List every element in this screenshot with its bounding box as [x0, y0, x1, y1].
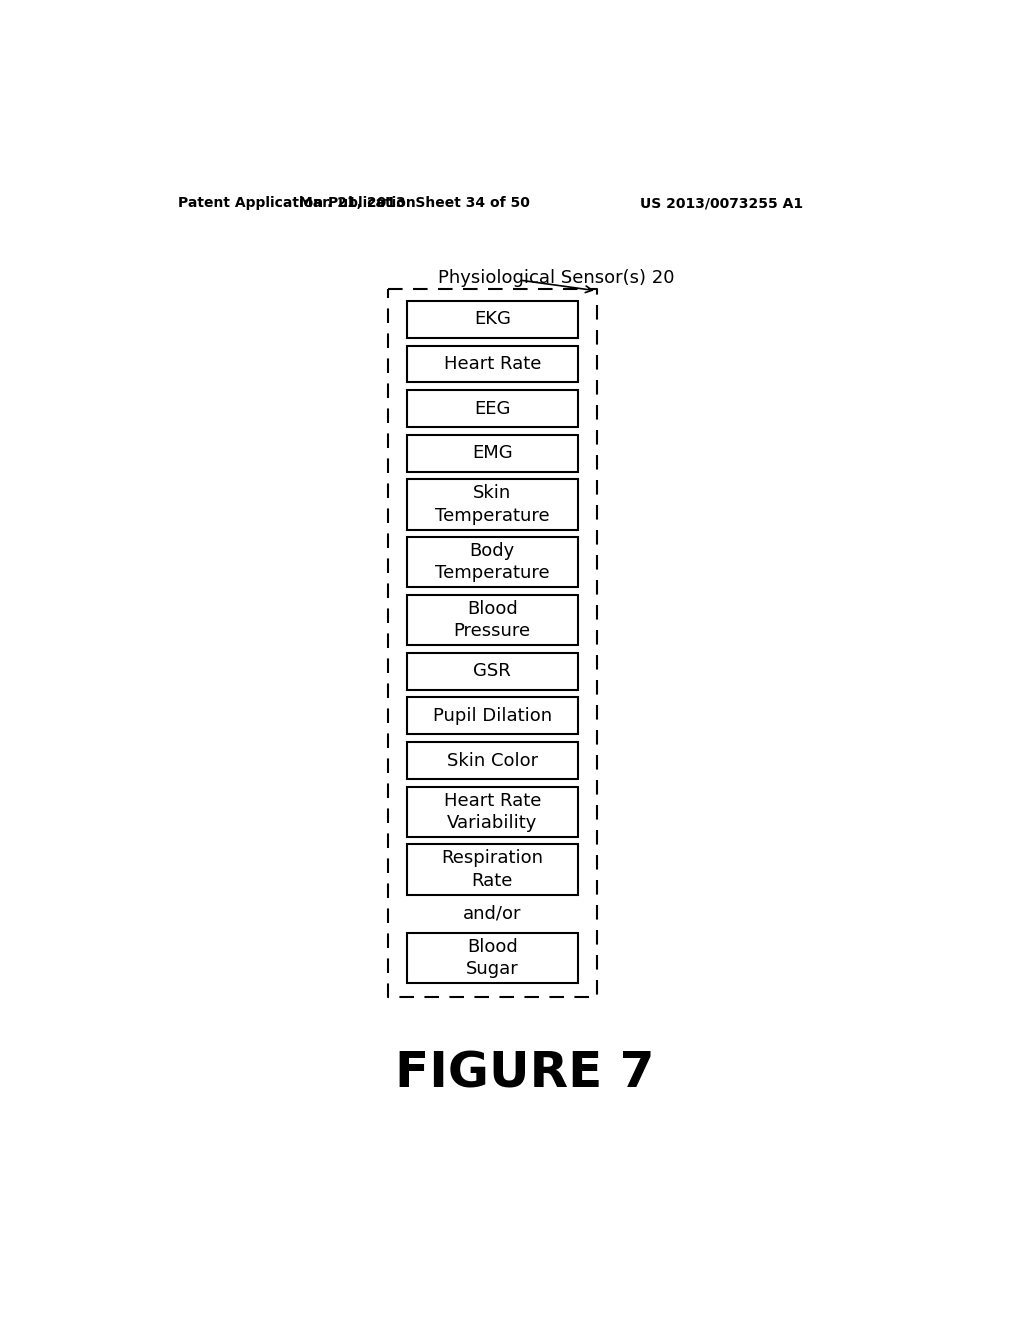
- Text: Skin
Temperature: Skin Temperature: [435, 484, 550, 524]
- Text: EEG: EEG: [474, 400, 510, 417]
- Text: Body
Temperature: Body Temperature: [435, 543, 550, 582]
- FancyBboxPatch shape: [407, 697, 578, 734]
- FancyBboxPatch shape: [407, 595, 578, 645]
- Text: US 2013/0073255 A1: US 2013/0073255 A1: [640, 197, 803, 210]
- Text: EMG: EMG: [472, 445, 513, 462]
- FancyBboxPatch shape: [407, 346, 578, 383]
- FancyBboxPatch shape: [407, 653, 578, 689]
- Text: EKG: EKG: [474, 310, 511, 329]
- FancyBboxPatch shape: [407, 391, 578, 428]
- Text: Respiration
Rate: Respiration Rate: [441, 849, 544, 890]
- FancyBboxPatch shape: [407, 845, 578, 895]
- Text: FIGURE 7: FIGURE 7: [395, 1049, 654, 1098]
- Text: Skin Color: Skin Color: [446, 751, 538, 770]
- FancyBboxPatch shape: [407, 479, 578, 529]
- Text: Heart Rate
Variability: Heart Rate Variability: [443, 792, 541, 832]
- Text: Pupil Dilation: Pupil Dilation: [433, 708, 552, 725]
- Text: GSR: GSR: [473, 663, 511, 680]
- Text: Heart Rate: Heart Rate: [443, 355, 541, 374]
- Text: Mar. 21, 2013  Sheet 34 of 50: Mar. 21, 2013 Sheet 34 of 50: [299, 197, 530, 210]
- Text: Blood
Sugar: Blood Sugar: [466, 939, 518, 978]
- FancyBboxPatch shape: [407, 933, 578, 983]
- FancyBboxPatch shape: [407, 537, 578, 587]
- FancyBboxPatch shape: [407, 301, 578, 338]
- Text: and/or: and/or: [463, 904, 521, 923]
- FancyBboxPatch shape: [407, 742, 578, 779]
- FancyBboxPatch shape: [407, 787, 578, 837]
- Text: Patent Application Publication: Patent Application Publication: [178, 197, 416, 210]
- Text: Physiological Sensor(s) 20: Physiological Sensor(s) 20: [438, 269, 675, 286]
- Text: Blood
Pressure: Blood Pressure: [454, 599, 530, 640]
- FancyBboxPatch shape: [407, 434, 578, 471]
